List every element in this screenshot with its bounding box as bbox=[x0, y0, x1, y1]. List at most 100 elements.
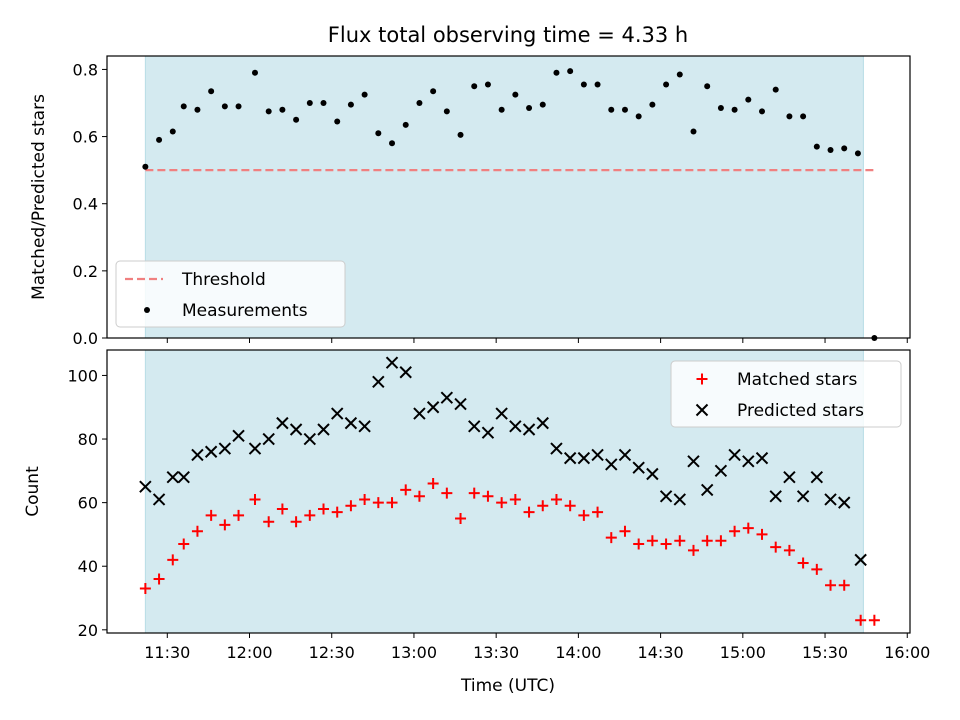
matched-star-point bbox=[605, 532, 617, 544]
x-tick-label: 16:00 bbox=[884, 643, 930, 662]
predicted-star-point bbox=[248, 442, 262, 455]
y-tick-label: 0.6 bbox=[73, 128, 98, 147]
matched-star-point bbox=[205, 509, 217, 521]
measurement-point bbox=[208, 88, 215, 95]
measurement-point bbox=[443, 108, 450, 115]
matched-star-point bbox=[331, 506, 343, 518]
predicted-star-point bbox=[218, 442, 232, 455]
y-tick-label: 0.0 bbox=[73, 329, 98, 348]
matched-star-point bbox=[386, 497, 398, 509]
matched-star-point bbox=[811, 563, 823, 575]
measurement-point bbox=[594, 81, 601, 88]
matched-star-point bbox=[413, 490, 425, 502]
measurement-point bbox=[635, 113, 642, 120]
predicted-star-point bbox=[232, 429, 245, 443]
predicted-star-point bbox=[303, 432, 317, 446]
measurement-point bbox=[512, 91, 519, 98]
measurement-point bbox=[649, 101, 656, 108]
measurement-point bbox=[279, 106, 286, 113]
plot-frame bbox=[106, 55, 911, 339]
legend-measurement-swatch bbox=[144, 307, 150, 313]
matched-star-point bbox=[191, 525, 203, 537]
measurement-point bbox=[827, 147, 834, 153]
legend-label: Measurements bbox=[182, 301, 308, 321]
measurement-point bbox=[813, 143, 820, 150]
predicted-star-point bbox=[591, 448, 604, 462]
predicted-star-point bbox=[204, 445, 218, 458]
measurement-point bbox=[156, 136, 163, 143]
predicted-star-point bbox=[468, 420, 481, 433]
matched-star-point bbox=[523, 506, 535, 518]
plot-frame bbox=[106, 349, 911, 634]
matched-star-point bbox=[400, 484, 412, 496]
predicted-star-point bbox=[262, 432, 275, 446]
legend-matched-swatch bbox=[696, 373, 708, 385]
y-tick-label: 0.4 bbox=[73, 195, 98, 214]
matched-star-point bbox=[233, 509, 245, 521]
matched-star-point bbox=[290, 516, 302, 528]
measurement-point bbox=[854, 150, 861, 157]
measurement-point bbox=[320, 100, 327, 106]
y-tick-label: 80 bbox=[78, 430, 98, 449]
measurement-point bbox=[553, 69, 560, 76]
measurement-point bbox=[621, 106, 628, 113]
matched-star-point bbox=[742, 522, 754, 534]
predicted-star-point bbox=[331, 407, 344, 420]
x-tick-label: 15:00 bbox=[720, 643, 766, 662]
predicted-star-point bbox=[550, 442, 563, 455]
x-tick-label: 12:00 bbox=[226, 643, 272, 662]
matched-star-point bbox=[509, 493, 521, 505]
measurement-point bbox=[608, 106, 615, 113]
predicted-star-point bbox=[810, 470, 824, 484]
measurement-point bbox=[194, 106, 201, 113]
matched-star-point bbox=[770, 541, 782, 553]
top-panel: 0.0 0.2 0.4 0.6 0.8 Matched/Predicted stars Th… bbox=[29, 55, 911, 348]
matched-star-point bbox=[263, 516, 275, 528]
measurement-point bbox=[731, 106, 738, 113]
measurement-point bbox=[663, 81, 670, 88]
predicted-star-point bbox=[440, 391, 454, 404]
measurement-point bbox=[772, 86, 779, 93]
x-tick-label: 12:30 bbox=[309, 643, 355, 662]
matched-star-point bbox=[249, 493, 261, 505]
predicted-star-point bbox=[139, 480, 152, 493]
y-tick-label: 0.2 bbox=[73, 262, 98, 281]
x-tick-label: 14:30 bbox=[638, 643, 684, 662]
predicted-star-point bbox=[413, 407, 426, 420]
matched-star-point bbox=[441, 487, 453, 499]
matched-star-point bbox=[868, 614, 880, 626]
bottom-panel: 11:30 12:00 12:30 13:00 13:30 14:00 14:30 15:00… bbox=[23, 349, 930, 662]
legend: Threshold Measurements bbox=[115, 260, 346, 328]
predicted-star-point bbox=[166, 470, 179, 484]
matched-star-point bbox=[276, 503, 288, 515]
x-tick-label: 14:00 bbox=[555, 643, 601, 662]
legend-label: Threshold bbox=[181, 270, 266, 290]
measurement-point bbox=[180, 103, 187, 110]
measurement-point bbox=[539, 101, 546, 108]
predicted-star-point bbox=[854, 553, 867, 567]
predicted-star-point bbox=[769, 490, 782, 503]
measurement-point bbox=[676, 71, 683, 78]
y-axis-label: Matched/Predicted stars bbox=[29, 94, 49, 300]
measurement-point bbox=[334, 118, 341, 125]
predicted-star-point bbox=[495, 407, 508, 420]
predicted-star-point bbox=[276, 416, 289, 430]
predicted-star-point bbox=[177, 470, 190, 484]
predicted-star-point bbox=[385, 356, 399, 369]
predicted-star-point bbox=[742, 455, 755, 468]
measurement-point bbox=[690, 128, 697, 135]
matched-star-point bbox=[304, 509, 316, 521]
measurement-point bbox=[361, 91, 368, 98]
legend: Matched stars Predicted stars bbox=[670, 360, 902, 428]
predicted-star-point bbox=[728, 448, 741, 462]
predicted-star-point bbox=[522, 423, 536, 436]
matched-star-point bbox=[427, 478, 439, 490]
y-tick-label: 20 bbox=[78, 621, 98, 640]
matched-star-point bbox=[219, 519, 231, 531]
predicted-star-point bbox=[509, 420, 522, 433]
matched-star-point bbox=[592, 506, 604, 518]
measurement-point bbox=[745, 96, 752, 103]
legend-box bbox=[670, 360, 902, 428]
predicted-star-point bbox=[191, 448, 204, 462]
